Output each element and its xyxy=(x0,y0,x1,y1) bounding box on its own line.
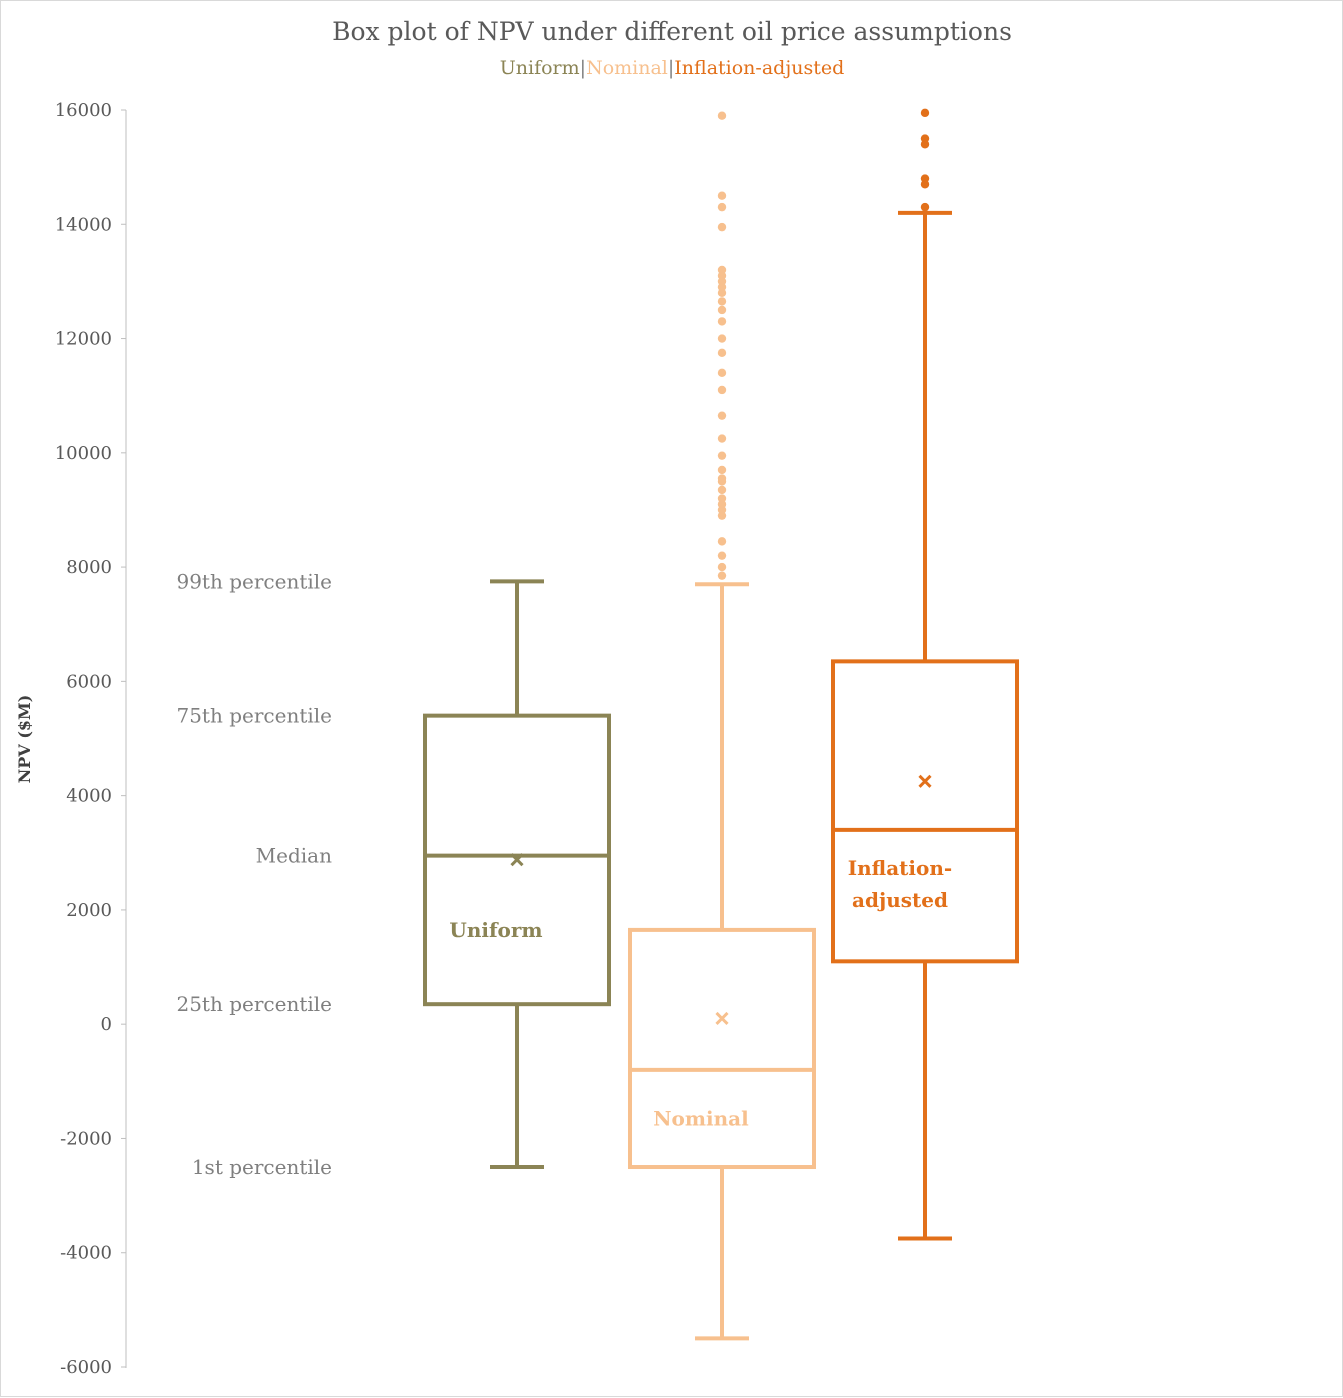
iqr-box xyxy=(831,659,1019,964)
percentile-label: 1st percentile xyxy=(192,1155,332,1179)
box-label: Inflation- xyxy=(848,856,952,880)
outlier-point xyxy=(920,202,930,212)
subtitle-separator: | xyxy=(668,57,674,79)
outlier-point xyxy=(717,465,727,475)
box-label: Uniform xyxy=(449,918,542,942)
outlier-point xyxy=(717,385,727,395)
outlier-point xyxy=(717,265,727,275)
mean-marker xyxy=(715,1011,729,1026)
outlier-point xyxy=(717,222,727,232)
outlier-point xyxy=(717,111,727,120)
outlier-point xyxy=(717,411,727,420)
box-series-nominal: Nominal xyxy=(628,111,816,1341)
box-series-uniform: Uniform xyxy=(423,579,611,1170)
iqr-box xyxy=(423,713,611,1007)
box-series: Uniform Nominal Inflation-adjusted xyxy=(423,108,1019,1341)
outlier-point xyxy=(717,334,727,343)
outlier-point xyxy=(717,348,727,358)
y-tick-label: 6000 xyxy=(66,671,112,692)
chart-subtitle: Uniform|Nominal|Inflation-adjusted xyxy=(500,57,845,79)
subtitle-uniform: Uniform xyxy=(500,57,580,79)
subtitle-inflation-adjusted: Inflation-adjusted xyxy=(674,57,844,79)
percentile-annotations: 99th percentile 75th percentile Median 25th… xyxy=(176,569,332,1179)
outlier-point xyxy=(920,134,930,143)
subtitle-separator: | xyxy=(580,57,586,79)
outlier-point xyxy=(717,202,727,212)
outlier-point xyxy=(717,537,727,546)
y-axis-ticks: 16000 14000 12000 10000 8000 6000 4000 2000 0 -20… xyxy=(55,100,126,1378)
iqr-box xyxy=(628,927,816,1170)
percentile-label: 25th percentile xyxy=(176,992,332,1016)
y-tick-label: -4000 xyxy=(60,1243,112,1264)
outlier-point xyxy=(717,317,727,326)
outlier-point xyxy=(920,174,930,183)
y-tick-label: 14000 xyxy=(55,214,112,235)
outlier-point xyxy=(717,571,727,580)
y-tick-label: 8000 xyxy=(66,557,112,578)
mean-marker xyxy=(918,774,932,788)
y-tick-label: 12000 xyxy=(55,329,112,350)
y-tick-label: 4000 xyxy=(66,786,112,807)
outlier-point xyxy=(717,562,727,572)
outlier-point xyxy=(717,474,727,483)
outlier-point xyxy=(717,551,727,560)
y-tick-label: -6000 xyxy=(60,1357,112,1378)
outlier-point xyxy=(717,494,727,503)
box-label: Nominal xyxy=(653,1106,749,1130)
subtitle-nominal: Nominal xyxy=(586,57,668,79)
percentile-label: 99th percentile xyxy=(176,569,332,593)
outlier-point xyxy=(717,191,727,200)
y-tick-label: 2000 xyxy=(66,900,112,921)
box-series-inflation: Inflation-adjusted xyxy=(831,108,1019,1241)
percentile-label: Median xyxy=(256,844,332,868)
box-label: adjusted xyxy=(852,888,948,912)
outlier-point xyxy=(717,368,727,378)
y-tick-label: 0 xyxy=(101,1014,112,1035)
y-tick-label: 16000 xyxy=(55,100,112,121)
y-axis-label: NPV ($M) xyxy=(15,695,34,784)
outlier-point xyxy=(717,305,727,315)
chart-title: Box plot of NPV under different oil pric… xyxy=(332,17,1012,46)
outlier-point xyxy=(717,485,727,495)
outlier-point xyxy=(920,108,930,118)
mean-marker xyxy=(510,853,524,867)
percentile-label: 75th percentile xyxy=(176,704,332,728)
outlier-point xyxy=(717,434,727,443)
outlier-point xyxy=(717,297,727,306)
outlier-point xyxy=(717,451,727,460)
y-tick-label: -2000 xyxy=(60,1128,112,1149)
y-tick-label: 10000 xyxy=(55,443,112,464)
